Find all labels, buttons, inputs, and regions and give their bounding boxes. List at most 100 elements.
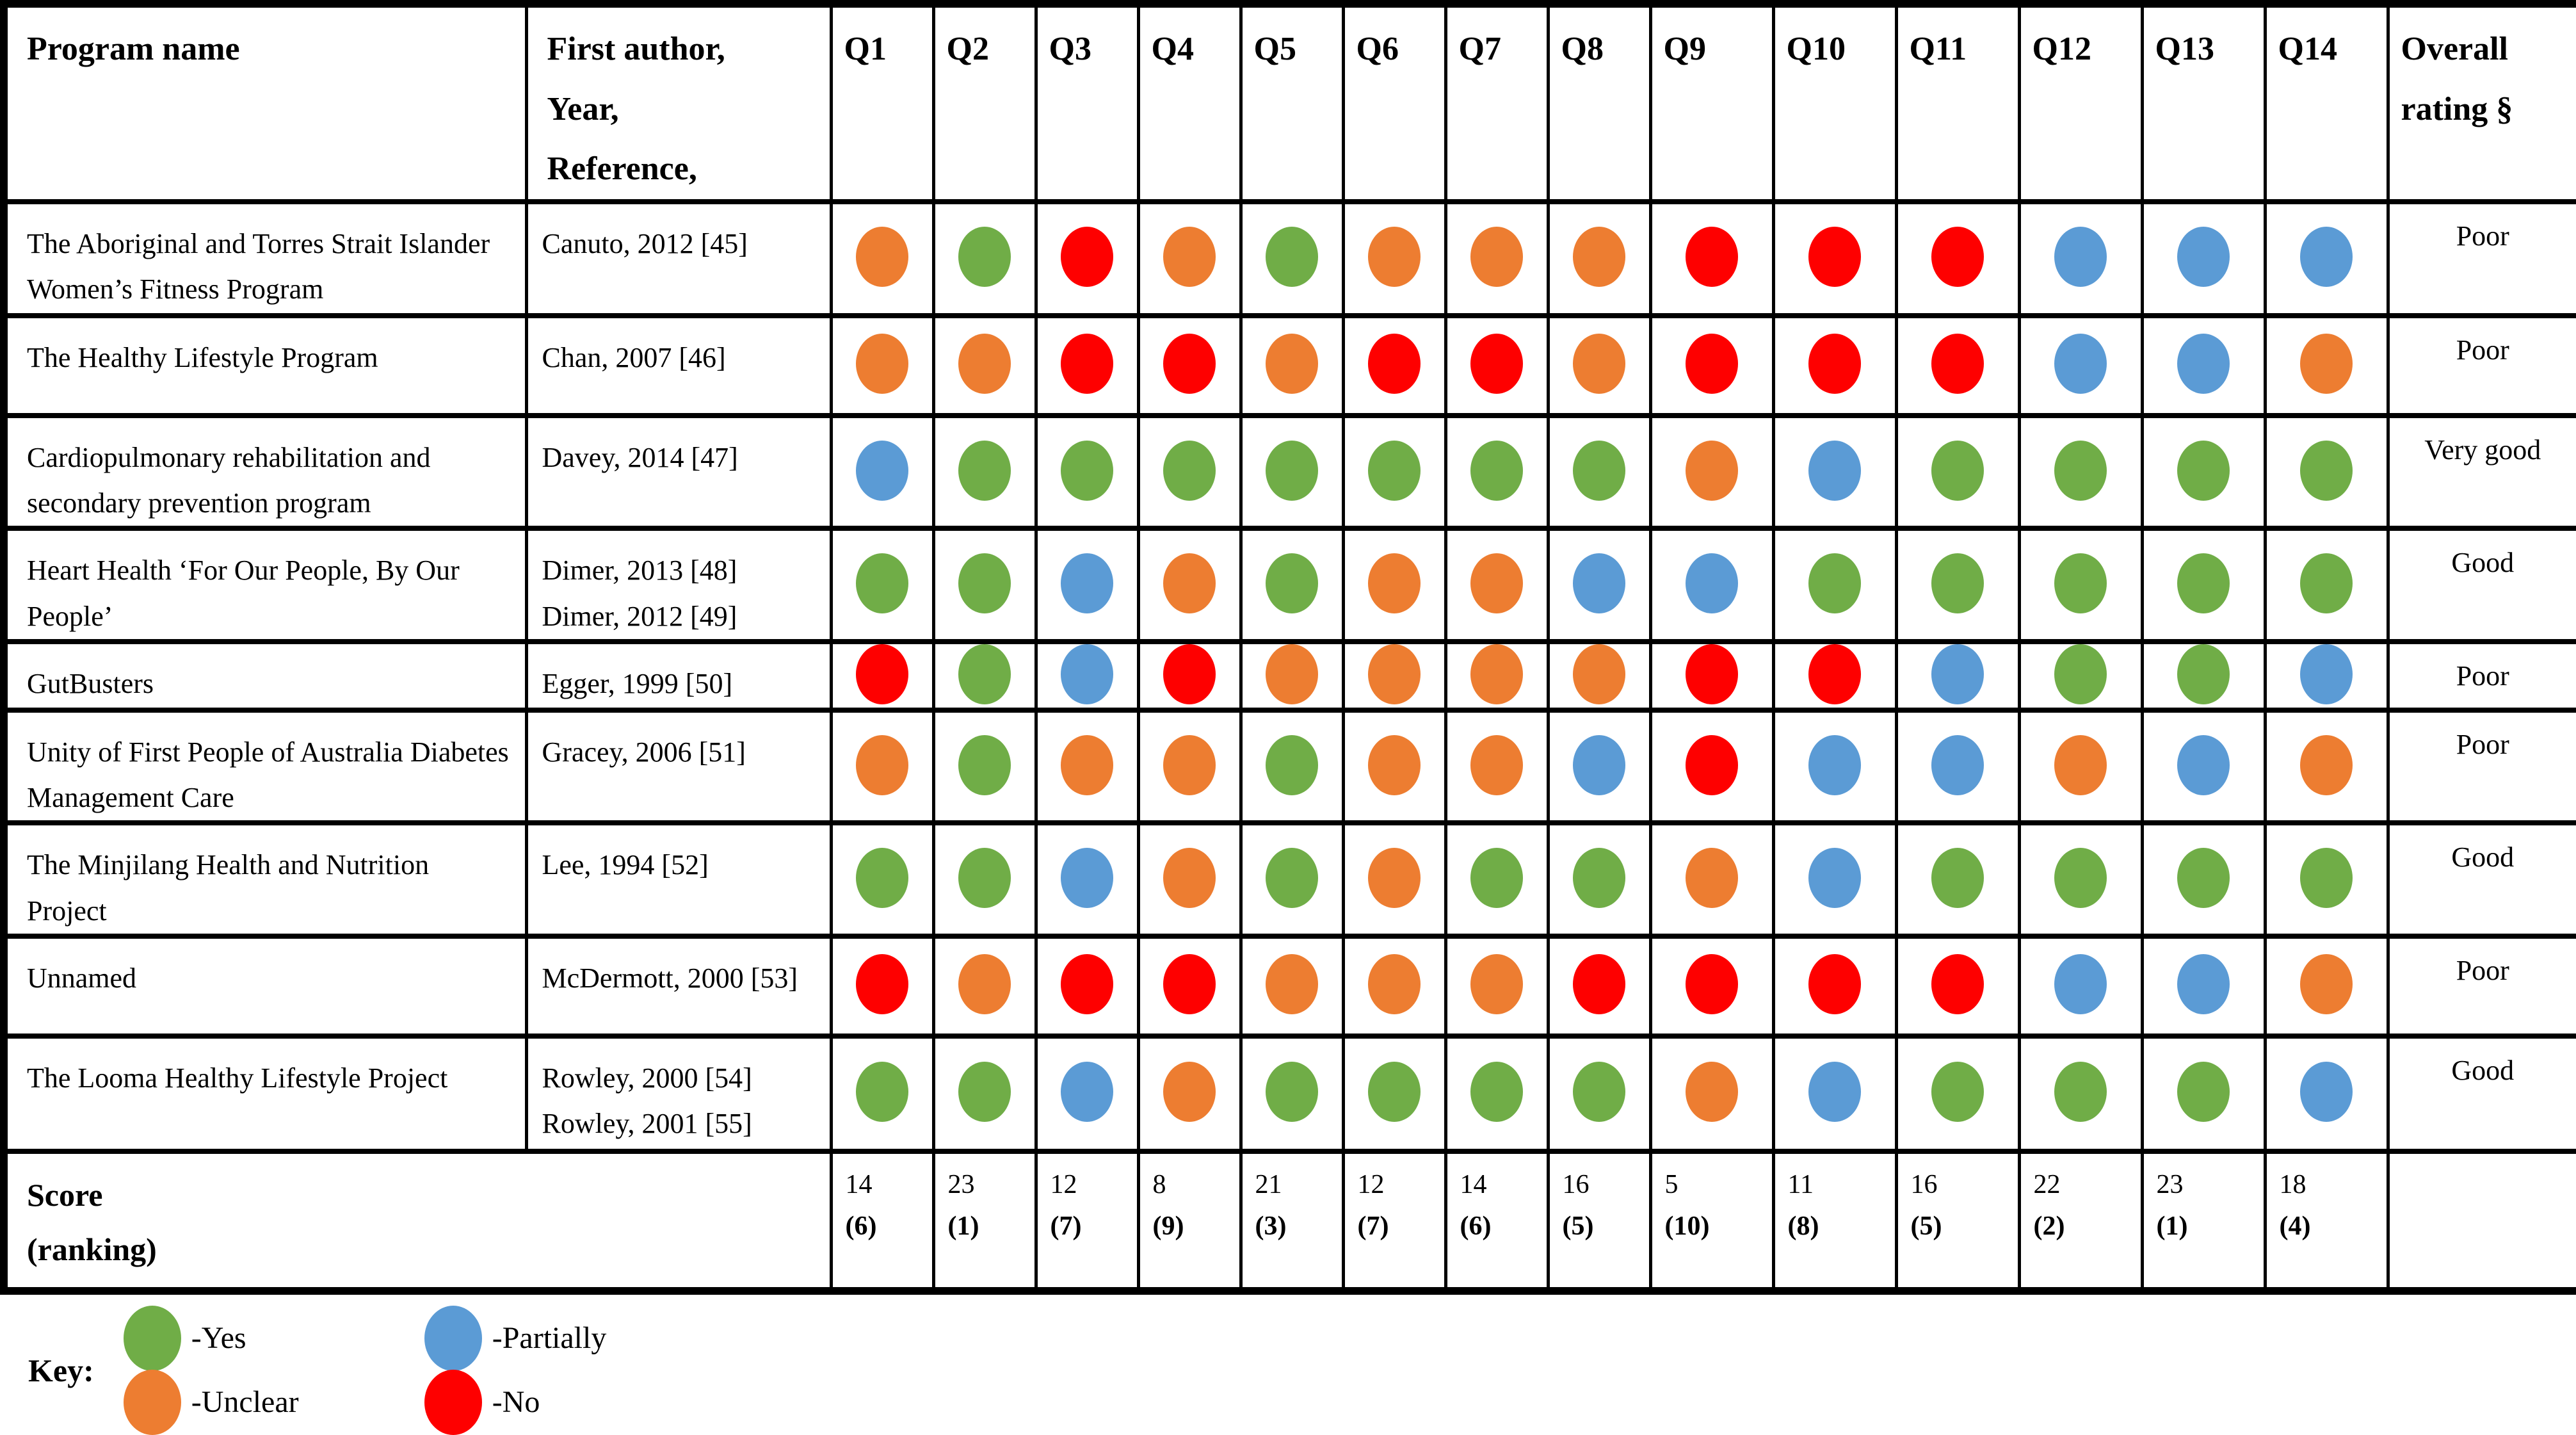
rating-dot-unclear bbox=[856, 227, 908, 288]
rating-dot-no bbox=[1686, 334, 1738, 394]
header-q3: Q3 bbox=[1034, 1, 1140, 204]
rating-cell bbox=[1546, 820, 1652, 939]
rating-dot-no bbox=[1808, 227, 1861, 288]
author-line: Dimer, 2013 [48] bbox=[542, 555, 737, 587]
rating-cell bbox=[1136, 1033, 1243, 1154]
rating-cell bbox=[2263, 820, 2390, 939]
score-cell: 21 (3) bbox=[1239, 1148, 1345, 1293]
rating-dot-yes bbox=[2054, 440, 2107, 501]
rating-cell bbox=[931, 707, 1038, 826]
score-rank: (8) bbox=[1787, 1212, 1819, 1241]
rating-dot-partially bbox=[1931, 646, 1984, 704]
rating-cell bbox=[1444, 933, 1550, 1039]
overall-rating-cell: Poor bbox=[2386, 707, 2576, 826]
rating-cell bbox=[1894, 638, 2021, 713]
rating-dot-no bbox=[856, 646, 908, 704]
rating-cell bbox=[1341, 412, 1447, 531]
rating-cell bbox=[1894, 933, 2021, 1039]
rating-cell bbox=[1239, 1033, 1345, 1154]
rating-cell bbox=[1341, 312, 1447, 418]
legend-item-label: -Partially bbox=[492, 1321, 607, 1356]
rating-dot-yes bbox=[1931, 440, 1984, 501]
rating-dot-no bbox=[1573, 954, 1625, 1015]
score-value: 16 bbox=[1562, 1169, 1590, 1199]
table-row: Heart Health ‘For Our People, By Our Peo… bbox=[2, 526, 2576, 644]
rating-cell bbox=[829, 1033, 935, 1154]
rating-dot-unclear bbox=[1163, 1062, 1216, 1123]
author-line: Egger, 1999 [50] bbox=[542, 667, 733, 699]
table-row: The Minjilang Health and Nutrition Proje… bbox=[2, 820, 2576, 939]
rating-cell bbox=[1546, 312, 1652, 418]
rating-cell bbox=[2263, 199, 2390, 318]
author-cell: Dimer, 2013 [48] Dimer, 2012 [49] bbox=[524, 526, 833, 644]
score-rank: (6) bbox=[845, 1212, 877, 1241]
rating-dot-yes bbox=[1266, 734, 1318, 795]
rating-dot-yes bbox=[2177, 848, 2230, 909]
rating-dot-unclear bbox=[1573, 646, 1625, 704]
score-cell: 23 (1) bbox=[931, 1148, 1038, 1293]
rating-dot-unclear bbox=[1163, 848, 1216, 909]
rating-dot-yes bbox=[1266, 553, 1318, 614]
table-row: Unnamed McDermott, 2000 [53] Poor bbox=[2, 933, 2576, 1039]
score-value: 23 bbox=[2156, 1169, 2184, 1199]
rating-dot-no bbox=[1686, 646, 1738, 704]
program-name-cell: Cardiopulmonary rehabilitation and secon… bbox=[2, 412, 528, 531]
rating-dot-no bbox=[1061, 334, 1113, 394]
score-value: 11 bbox=[1787, 1169, 1814, 1199]
rating-dot-yes bbox=[1470, 848, 1523, 909]
rating-cell bbox=[931, 933, 1038, 1039]
rating-dot-yes bbox=[2177, 553, 2230, 614]
rating-dot-yes bbox=[1573, 1062, 1625, 1123]
rating-cell bbox=[829, 199, 935, 318]
rating-cell bbox=[2263, 933, 2390, 1039]
header-q13: Q13 bbox=[2140, 1, 2267, 204]
rating-dot-unclear bbox=[1163, 227, 1216, 288]
rating-cell bbox=[1341, 638, 1447, 713]
rating-cell bbox=[1239, 199, 1345, 318]
rating-cell bbox=[2263, 312, 2390, 418]
header-q4: Q4 bbox=[1136, 1, 1243, 204]
rating-cell bbox=[1444, 638, 1550, 713]
rating-cell bbox=[1034, 638, 1140, 713]
rating-cell bbox=[1136, 820, 1243, 939]
score-rank: (1) bbox=[2156, 1212, 2188, 1241]
score-cell: 8 (9) bbox=[1136, 1148, 1243, 1293]
rating-dot-unclear bbox=[1470, 227, 1523, 288]
rating-dot-partially bbox=[1061, 553, 1113, 614]
rating-cell bbox=[931, 312, 1038, 418]
rating-dot-unclear bbox=[1368, 734, 1421, 795]
score-value: 8 bbox=[1152, 1169, 1166, 1199]
author-cell: Egger, 1999 [50] bbox=[524, 638, 833, 713]
rating-dot-yes bbox=[958, 1062, 1011, 1123]
rating-dot-yes bbox=[2300, 440, 2353, 501]
rating-cell bbox=[1648, 820, 1775, 939]
score-cell: 12 (7) bbox=[1341, 1148, 1447, 1293]
rating-cell bbox=[1136, 312, 1243, 418]
rating-cell bbox=[1341, 526, 1447, 644]
score-row: Score (ranking) 14 (6) 23 (1) 12 (7) 8 (9) 21 (3) 1… bbox=[2, 1148, 2576, 1293]
legend-items: -Yes -Partially -Unclear -No bbox=[123, 1305, 607, 1435]
author-line: Davey, 2014 [47] bbox=[542, 441, 738, 473]
rating-cell bbox=[829, 820, 935, 939]
program-name-cell: The Healthy Lifestyle Program bbox=[2, 312, 528, 418]
header-row: Program name First author, Year, Referen… bbox=[2, 1, 2576, 204]
rating-dot-yes bbox=[1163, 440, 1216, 501]
rating-cell bbox=[1034, 1033, 1140, 1154]
rating-dot-no bbox=[1163, 954, 1216, 1015]
rating-dot-partially bbox=[2054, 227, 2107, 288]
program-name-cell: Unnamed bbox=[2, 933, 528, 1039]
rating-cell bbox=[1341, 820, 1447, 939]
header-q2: Q2 bbox=[931, 1, 1038, 204]
rating-dot-yes bbox=[958, 440, 1011, 501]
rating-cell bbox=[1771, 412, 1898, 531]
legend-item-partially: -Partially bbox=[424, 1305, 607, 1371]
table-row: Cardiopulmonary rehabilitation and secon… bbox=[2, 412, 2576, 531]
rating-dot-partially bbox=[2054, 954, 2107, 1015]
author-line: Rowley, 2001 [55] bbox=[542, 1108, 752, 1140]
rating-dot-unclear bbox=[1266, 954, 1318, 1015]
program-name-cell: Unity of First People of Australia Diabe… bbox=[2, 707, 528, 826]
rating-dot-no bbox=[1686, 954, 1738, 1015]
score-cell: 16 (5) bbox=[1546, 1148, 1652, 1293]
rating-cell bbox=[1239, 707, 1345, 826]
